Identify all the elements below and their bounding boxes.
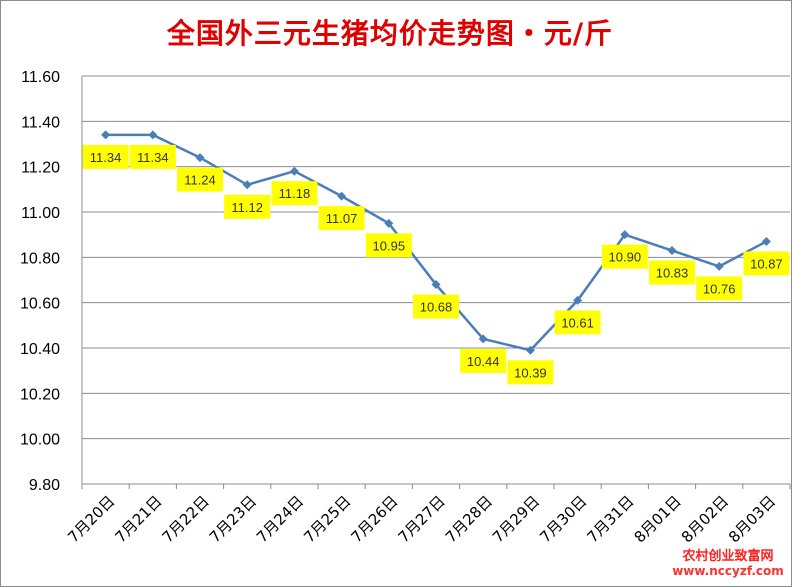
data-point-marker xyxy=(714,261,724,271)
y-tick-label: 10.40 xyxy=(20,341,60,358)
x-tick-label: 7月30日 xyxy=(536,492,590,546)
x-tick-label: 7月20日 xyxy=(64,492,118,546)
y-tick-label: 10.60 xyxy=(20,296,60,313)
data-label-text: 11.34 xyxy=(137,150,169,165)
x-tick-label: 7月26日 xyxy=(347,492,401,546)
data-label: 11.24 xyxy=(177,167,223,192)
data-point-marker xyxy=(289,166,299,176)
data-point-marker xyxy=(337,191,347,201)
data-label-text: 11.12 xyxy=(231,200,263,215)
data-label: 10.68 xyxy=(413,294,459,319)
data-label-text: 10.68 xyxy=(420,300,453,315)
gridlines xyxy=(82,75,790,440)
y-tick-label: 10.20 xyxy=(20,386,60,403)
data-label: 10.44 xyxy=(460,348,507,373)
data-label-text: 10.61 xyxy=(561,315,594,330)
data-label-box xyxy=(365,233,412,258)
x-tick-label: 7月31日 xyxy=(583,492,637,546)
x-tick-label: 8月01日 xyxy=(631,492,685,546)
data-label: 11.18 xyxy=(271,181,318,206)
x-tick-label: 7月29日 xyxy=(489,492,543,546)
data-label-box xyxy=(554,310,601,335)
data-point-marker xyxy=(573,295,583,305)
data-label: 10.83 xyxy=(649,260,695,285)
data-point-marker xyxy=(195,153,205,163)
data-label-text: 11.18 xyxy=(279,186,311,201)
x-tick-label: 7月27日 xyxy=(395,492,449,546)
data-label-text: 10.87 xyxy=(750,256,783,271)
data-point-marker xyxy=(525,345,535,355)
data-point-marker xyxy=(101,130,111,140)
data-label-box xyxy=(177,167,223,192)
data-label-box xyxy=(413,294,459,319)
data-label: 11.07 xyxy=(318,206,365,231)
y-tick-label: 11.00 xyxy=(21,205,60,222)
data-label-box xyxy=(743,251,790,276)
data-label-box xyxy=(318,206,365,231)
data-label-box xyxy=(82,144,129,169)
chart-title: 全国外三元生猪均价走势图・元/斤 xyxy=(166,17,614,50)
data-label-text: 10.76 xyxy=(703,281,736,296)
y-tick-label: 9.80 xyxy=(29,477,60,494)
data-label-text: 10.83 xyxy=(656,266,689,281)
data-point-marker xyxy=(384,218,394,228)
data-label-box xyxy=(271,181,318,206)
y-tick-label: 10.80 xyxy=(20,250,60,267)
data-label-text: 10.90 xyxy=(609,250,642,265)
data-point-marker xyxy=(761,236,771,246)
data-label-box xyxy=(601,244,648,269)
data-label: 11.34 xyxy=(82,144,129,169)
data-label-box xyxy=(696,276,743,301)
x-axis-tick-labels: 7月20日7月21日7月22日7月23日7月24日7月25日7月26日7月27日… xyxy=(64,492,779,546)
x-tick-label: 7月28日 xyxy=(442,492,496,546)
y-tick-label: 11.40 xyxy=(21,114,60,131)
data-label: 10.90 xyxy=(601,244,648,269)
x-tick-label: 7月25日 xyxy=(300,492,354,546)
series-line xyxy=(101,130,771,355)
data-point-marker xyxy=(620,230,630,240)
data-label: 11.12 xyxy=(224,194,271,219)
x-tick-label: 7月21日 xyxy=(111,492,165,546)
watermark-site-name: 农村创业致富网 xyxy=(682,549,774,564)
data-label-box xyxy=(224,194,271,219)
data-label-text: 11.24 xyxy=(184,173,216,188)
data-label: 10.76 xyxy=(696,276,743,301)
y-axis-tick-labels: 9.80 10.00 10.20 10.40 10.60 10.80 11.00 11.20 1… xyxy=(20,69,60,494)
data-label-text: 11.07 xyxy=(326,211,358,226)
data-label-text: 10.39 xyxy=(514,365,547,380)
data-label-text: 10.44 xyxy=(467,354,500,369)
data-label: 10.61 xyxy=(554,310,601,335)
data-label: 10.39 xyxy=(507,360,554,385)
x-tick-label: 8月03日 xyxy=(725,492,779,546)
data-point-marker xyxy=(667,246,677,256)
data-label: 11.34 xyxy=(129,144,176,169)
y-tick-label: 10.00 xyxy=(20,432,60,449)
data-label-box xyxy=(129,144,176,169)
data-label-box xyxy=(507,360,554,385)
x-tick-label: 7月22日 xyxy=(159,492,213,546)
x-tick-label: 7月23日 xyxy=(206,492,260,546)
data-label-text: 11.34 xyxy=(90,150,122,165)
x-tick-label: 8月02日 xyxy=(678,492,732,546)
y-tick-label: 11.20 xyxy=(21,160,60,177)
data-label: 10.87 xyxy=(743,251,790,276)
watermark-logo: 农村创业致富网 www.nccyzf.com xyxy=(672,550,784,580)
y-tick-label: 11.60 xyxy=(21,69,60,86)
data-point-marker xyxy=(478,334,488,344)
data-point-marker xyxy=(431,280,441,290)
data-point-marker xyxy=(148,130,158,140)
data-point-marker xyxy=(242,180,252,190)
data-label-text: 10.95 xyxy=(373,238,406,253)
data-labels: 11.34 11.34 11.24 11.12 11.18 11.07 10.95 10.68… xyxy=(82,144,790,385)
data-label-box xyxy=(649,260,695,285)
watermark-domain: www.nccyzf.com xyxy=(672,564,784,578)
axes xyxy=(81,76,791,489)
data-label-box xyxy=(460,348,507,373)
x-tick-label: 7月24日 xyxy=(253,492,307,546)
data-label: 10.95 xyxy=(365,233,412,258)
